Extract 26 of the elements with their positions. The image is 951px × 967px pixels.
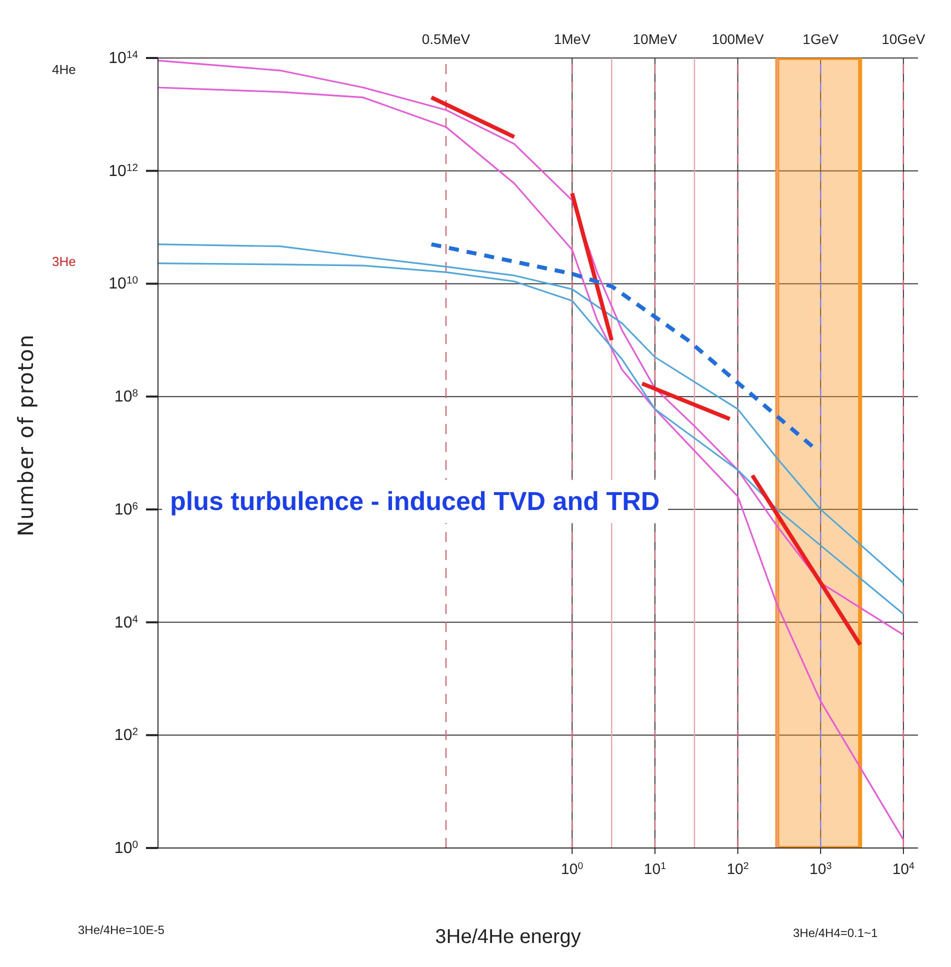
y-axis-title: Number of proton	[14, 332, 38, 538]
text: 3He	[52, 254, 76, 269]
ref-line-label: 1MeV	[554, 31, 592, 47]
ref-line-label: 100MeV	[712, 31, 764, 47]
x-tick-label: 10$^{2}$	[726, 860, 749, 878]
text: 3He/4He=10E-5	[78, 923, 164, 937]
ref-line-label: 10GeV	[882, 31, 926, 47]
annotation: plus turbulence - induced TVD and TRD	[162, 480, 668, 523]
y-tick-label: 10$^{10}$	[108, 275, 138, 293]
y-tick-label: 10$^{0}$	[114, 840, 138, 857]
x-tick-label: 10$^{1}$	[644, 860, 666, 878]
y-tick-label: 10$^{14}$	[108, 50, 138, 67]
text: 4He	[52, 62, 76, 77]
x-tick-label: 10$^{3}$	[810, 860, 832, 878]
y-tick-label: 10$^{12}$	[108, 162, 138, 180]
y-tick-label: 10$^{4}$	[114, 614, 138, 632]
y-tick-label: 10$^{2}$	[114, 726, 138, 744]
x-tick-label: 10$^{0}$	[561, 860, 584, 878]
ref-line-label: 10MeV	[632, 31, 678, 47]
text: 3He/4H4=0.1~1	[793, 926, 878, 940]
ref-line-label: 1GeV	[802, 31, 840, 47]
ref-line-label: 0.5MeV	[422, 31, 471, 47]
x-tick-label: 10$^{4}$	[892, 860, 916, 878]
y-tick-label: 10$^{6}$	[114, 500, 138, 518]
y-tick-label: 10$^{8}$	[114, 388, 138, 406]
x-axis-title: 3He/4He energy	[435, 926, 581, 948]
